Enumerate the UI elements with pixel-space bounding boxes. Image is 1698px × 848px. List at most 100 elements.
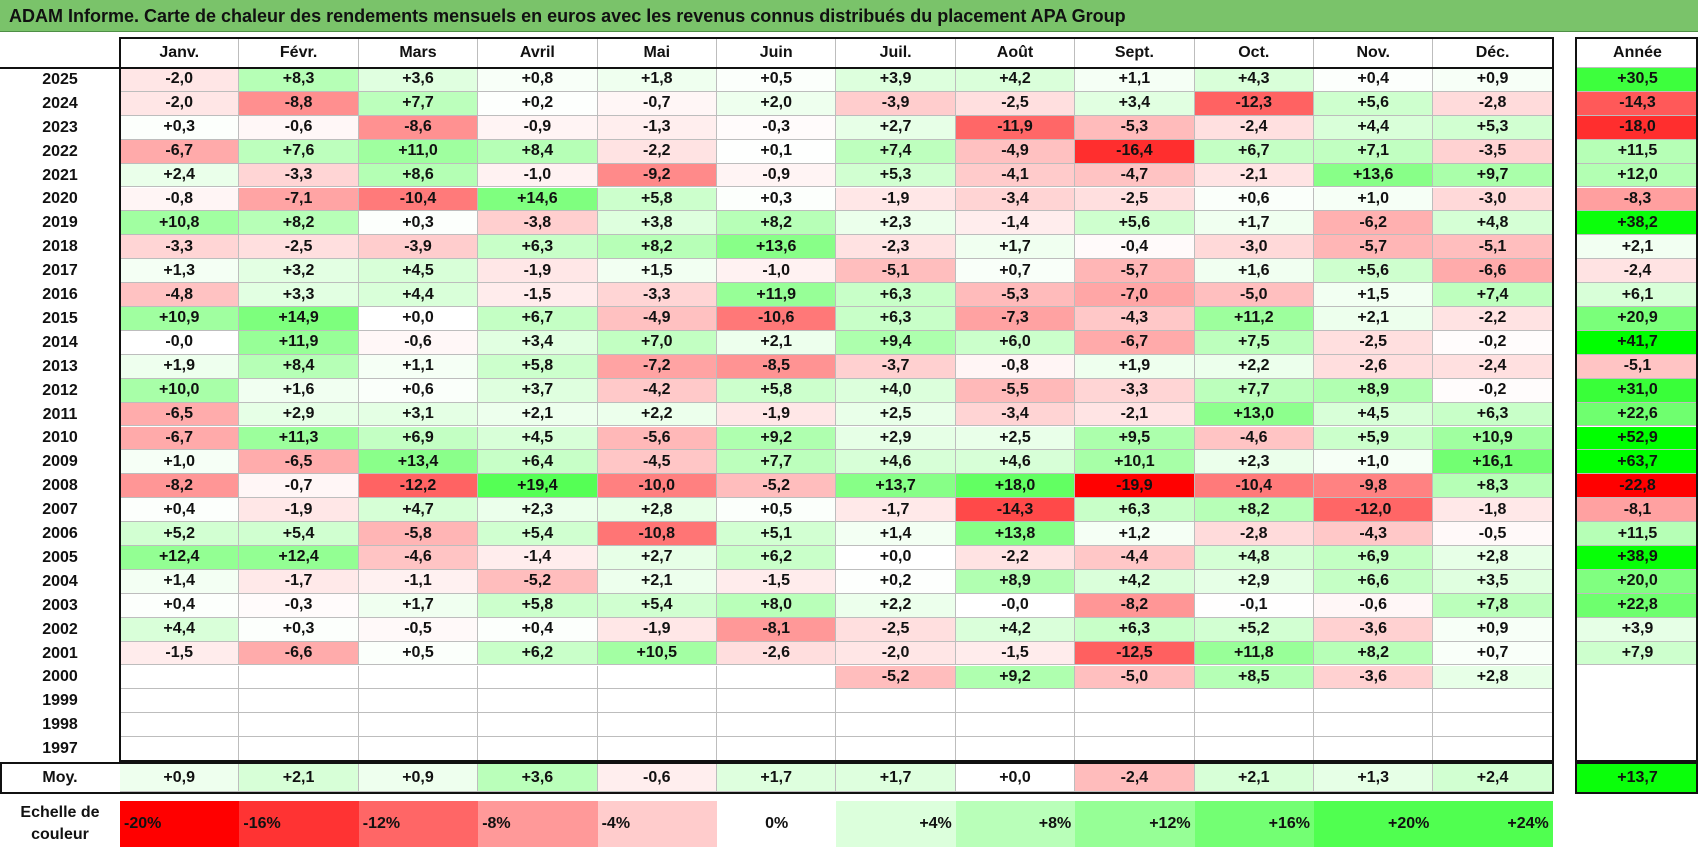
heatmap-cell: +4,6 [955,450,1076,475]
heatmap-cell: -1,0 [717,259,837,284]
heatmap-cell: -8,5 [717,354,837,379]
heatmap-cell: +0,4 [1314,68,1434,92]
heatmap-cell: -2,3 [836,235,956,260]
heatmap-cell: +4,5 [478,426,598,451]
heatmap-cell: +2,2 [1194,354,1314,379]
heatmap-cell: +5,4 [239,522,359,546]
heatmap-cell: +9,7 [1433,163,1553,188]
annual-cell: -22,8 [1577,474,1698,499]
heatmap-cell: +1,1 [1075,68,1195,92]
heatmap-cell: +4,8 [1194,546,1314,570]
heatmap-cell: -12,0 [1314,498,1434,523]
heatmap-cell: -6,6 [239,641,359,666]
heatmap-cell: -11,9 [955,115,1076,140]
annual-cell: +11,5 [1577,139,1698,164]
heatmap-cell: +18,0 [955,474,1076,499]
heatmap-cell: +4,2 [1075,569,1195,594]
heatmap-cell: +6,3 [1075,617,1195,642]
heatmap-cell: +0,5 [717,498,837,523]
heatmap-cell: +3,4 [478,330,598,355]
heatmap-cell: -3,0 [1194,235,1314,260]
heatmap-cell: +3,2 [239,259,359,284]
annual-cell: +20,9 [1577,307,1698,331]
annual-cell: -8,1 [1577,498,1698,523]
heatmap-cell: -2,0 [836,641,956,666]
heatmap-cell [597,713,717,738]
heatmap-cell [358,713,479,738]
heatmap-cell: -0,2 [1433,378,1553,403]
heatmap-cell: +6,0 [955,330,1076,355]
heatmap-cell: -8,2 [1075,593,1195,618]
heatmap-cell: -2,5 [955,91,1076,116]
heatmap-cell: +5,1 [717,522,837,546]
annual-cell: +63,7 [1577,450,1698,475]
month-header: Août [955,38,1076,68]
heatmap-cell: -0,2 [1433,330,1553,355]
heatmap-cell: -5,0 [1194,283,1314,307]
color-scale-swatch: +24% [1433,801,1553,847]
heatmap-cell [478,689,598,714]
month-header: Mai [597,38,717,68]
heatmap-cell: +3,5 [1433,569,1553,594]
heatmap-cell: -2,2 [597,139,717,164]
heatmap-cell: -0,6 [1314,593,1434,618]
annual-cell: +41,7 [1577,330,1698,355]
heatmap-cell: +1,7 [955,235,1076,260]
heatmap-cell: +2,2 [597,402,717,427]
chart-title: ADAM Informe. Carte de chaleur des rende… [0,0,1698,32]
heatmap-cell: +2,2 [836,593,956,618]
heatmap-cell [1075,689,1195,714]
heatmap-cell: +5,2 [120,522,240,546]
heatmap-cell: +1,2 [1075,522,1195,546]
heatmap-cell: +9,2 [717,426,837,451]
heatmap-cell: +5,8 [597,187,717,212]
heatmap-cell [239,689,359,714]
heatmap-cell: -4,7 [1075,163,1195,188]
heatmap-cell: -1,5 [717,569,837,594]
heatmap-cell: +1,6 [239,378,359,403]
heatmap-cell: -1,9 [717,402,837,427]
annual-cell: -5,1 [1577,354,1698,379]
year-label: 2005 [0,546,120,570]
heatmap-cell: +8,9 [955,569,1076,594]
average-cell: -0,6 [597,764,717,792]
heatmap-cell: +6,9 [1314,546,1434,570]
heatmap-cell: +2,7 [597,546,717,570]
heatmap-cell: +5,8 [717,378,837,403]
color-scale-swatch: -16% [239,801,359,847]
heatmap-cell [1433,737,1553,762]
heatmap-cell: -3,6 [1314,665,1434,690]
heatmap-cell: -0,8 [955,354,1076,379]
heatmap-cell: +11,0 [358,139,479,164]
heatmap-cell: +1,0 [120,450,240,475]
heatmap-cell: -4,1 [955,163,1076,188]
annual-cell: +22,8 [1577,593,1698,618]
heatmap-cell: -5,7 [1075,259,1195,284]
heatmap-cell: -3,3 [120,235,240,260]
month-header: Juin [717,38,837,68]
average-cell: +2,4 [1433,764,1553,792]
heatmap-cell: -1,7 [239,569,359,594]
heatmap-cell: +1,7 [1194,211,1314,236]
heatmap-cell: +1,4 [120,569,240,594]
heatmap-cell: +2,3 [478,498,598,523]
heatmap-cell: -1,8 [1433,498,1553,523]
heatmap-cell: +7,8 [1433,593,1553,618]
heatmap-cell [478,665,598,690]
heatmap-cell: -2,8 [1194,522,1314,546]
heatmap-cell: +4,4 [120,617,240,642]
heatmap-cell: +2,8 [1433,665,1553,690]
header-divider [0,67,1553,69]
heatmap-cell: +8,6 [358,163,479,188]
heatmap-cell: -4,2 [597,378,717,403]
heatmap-cell: +6,3 [1075,498,1195,523]
heatmap-cell: +5,6 [1314,259,1434,284]
annual-cell [1577,665,1698,690]
annual-cell [1577,689,1698,714]
heatmap-cell: +19,4 [478,474,598,499]
year-label: 2001 [0,641,120,666]
color-scale-swatch: -20% [120,801,240,847]
heatmap-cell: +7,6 [239,139,359,164]
heatmap-cell [358,689,479,714]
heatmap-cell: -8,8 [239,91,359,116]
